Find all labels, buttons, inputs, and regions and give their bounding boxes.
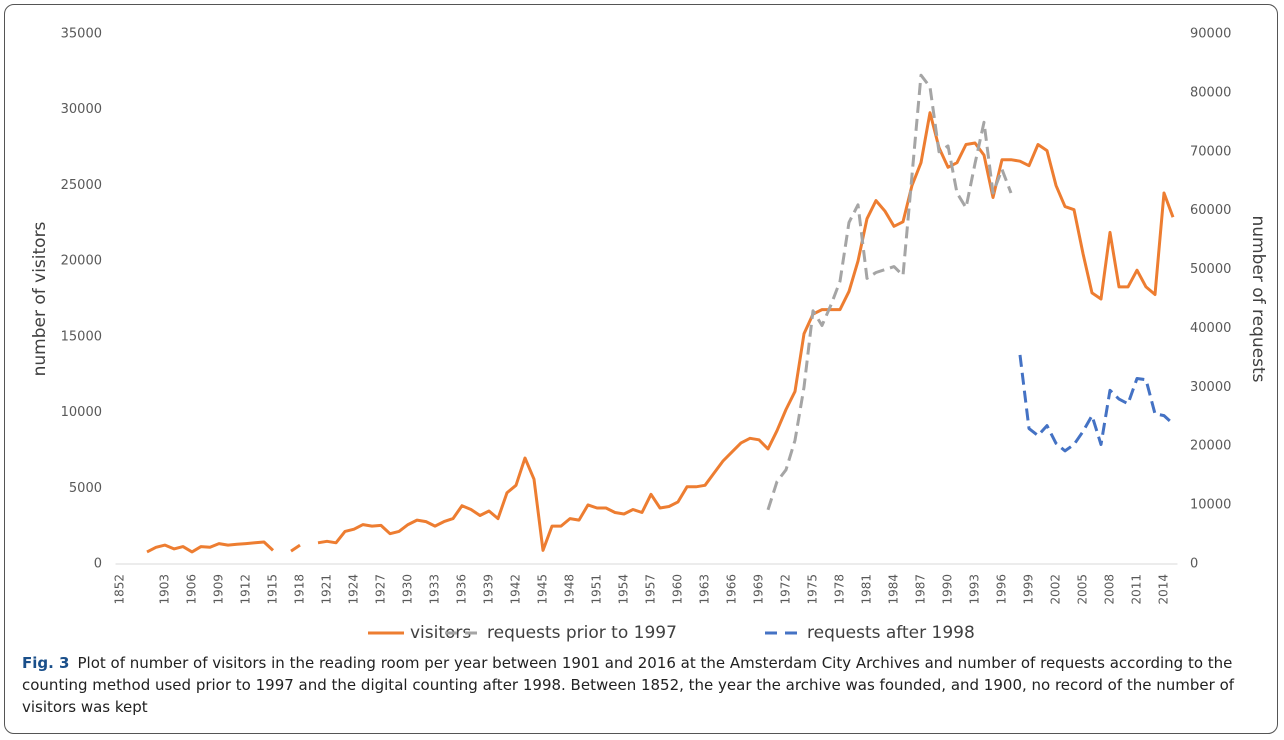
x-tick-label: 2011 <box>1130 574 1144 605</box>
x-tick-label: 1945 <box>536 574 550 605</box>
y-tick-label: 0 <box>94 557 102 572</box>
frame <box>4 4 1278 734</box>
chart: number of visitors number of requests 0 5… <box>30 27 1268 644</box>
y-tick-label: 30000 <box>61 102 102 117</box>
x-tick-label: 1939 <box>482 574 496 605</box>
y2-tick-label: 10000 <box>1190 498 1231 513</box>
y2-tick-label: 50000 <box>1190 262 1231 277</box>
y-axis-label: number of visitors <box>30 221 50 376</box>
x-tick-label: 1936 <box>455 574 469 605</box>
x-tick-label: 1966 <box>725 574 739 605</box>
x-tick-label: 1954 <box>617 574 631 605</box>
x-tick-label: 2002 <box>1049 574 1063 605</box>
x-tick-label: 1957 <box>644 574 658 605</box>
x-tick-label: 1927 <box>374 574 388 605</box>
y2-tick-label: 20000 <box>1190 439 1231 454</box>
x-tick-label: 1942 <box>509 574 523 605</box>
x-tick-label: 1903 <box>158 574 172 605</box>
y-tick-label: 25000 <box>61 178 102 193</box>
x-tick-label: 1948 <box>563 574 577 605</box>
x-tick-label: 1963 <box>698 574 712 605</box>
y2-tick-label: 90000 <box>1190 27 1231 42</box>
x-tick-label: 2005 <box>1076 574 1090 605</box>
y2-tick-label: 30000 <box>1190 380 1231 395</box>
series-line <box>1018 354 1175 453</box>
caption: Fig. 3 Plot of number of visitors in the … <box>22 652 1262 718</box>
y2-tick-label: 0 <box>1190 557 1198 572</box>
x-tick-label: 2008 <box>1103 574 1117 605</box>
x-tick-label: 1921 <box>320 574 334 605</box>
y-tick-label: 15000 <box>61 329 102 344</box>
y2-tick-label: 40000 <box>1190 321 1231 336</box>
x-tick-label: 1975 <box>806 574 820 605</box>
x-tick-label: 1924 <box>347 574 361 605</box>
x-tick-label: 1915 <box>266 574 280 605</box>
y2-tick-label: 60000 <box>1190 203 1231 218</box>
x-tick-label: 1951 <box>590 574 604 605</box>
x-tick-label: 1993 <box>968 574 982 605</box>
x-tick-label: 1906 <box>185 574 199 605</box>
caption-label: Fig. 3 <box>22 654 70 672</box>
y2-axis-label: number of requests <box>1248 215 1268 382</box>
x-tick-label: 1852 <box>113 574 127 605</box>
caption-text: Plot of number of visitors in the readin… <box>22 654 1235 716</box>
x-tick-label: 1930 <box>401 574 415 605</box>
x-tick-label: 1933 <box>428 574 442 605</box>
series-line <box>146 111 1175 554</box>
legend-label: requests prior to 1997 <box>487 623 677 643</box>
x-tick-label: 1978 <box>833 574 847 605</box>
x-tick-label: 1909 <box>212 574 226 605</box>
x-tick-label: 1918 <box>293 574 307 605</box>
y2-tick-label: 80000 <box>1190 85 1231 100</box>
x-tick-label: 1981 <box>860 574 874 605</box>
legend-label: visitors <box>410 623 471 643</box>
y2-tick-label: 70000 <box>1190 144 1231 159</box>
x-tick-label: 1969 <box>752 574 766 605</box>
x-tick-label: 1996 <box>995 574 1009 605</box>
x-tick-label: 2014 <box>1157 574 1171 605</box>
x-tick-label: 1912 <box>239 574 253 605</box>
y-tick-label: 20000 <box>61 254 102 269</box>
x-tick-label: 1987 <box>914 574 928 605</box>
x-tick-label: 1960 <box>671 574 685 605</box>
series-line <box>766 73 1013 511</box>
x-tick-label: 1990 <box>941 574 955 605</box>
y-tick-label: 5000 <box>69 481 102 496</box>
x-tick-label: 1972 <box>779 574 793 605</box>
x-tick-label: 1984 <box>887 574 901 605</box>
legend-label: requests after 1998 <box>807 623 975 643</box>
y-tick-label: 35000 <box>61 27 102 42</box>
x-tick-label: 1999 <box>1022 574 1036 605</box>
y-tick-label: 10000 <box>61 405 102 420</box>
